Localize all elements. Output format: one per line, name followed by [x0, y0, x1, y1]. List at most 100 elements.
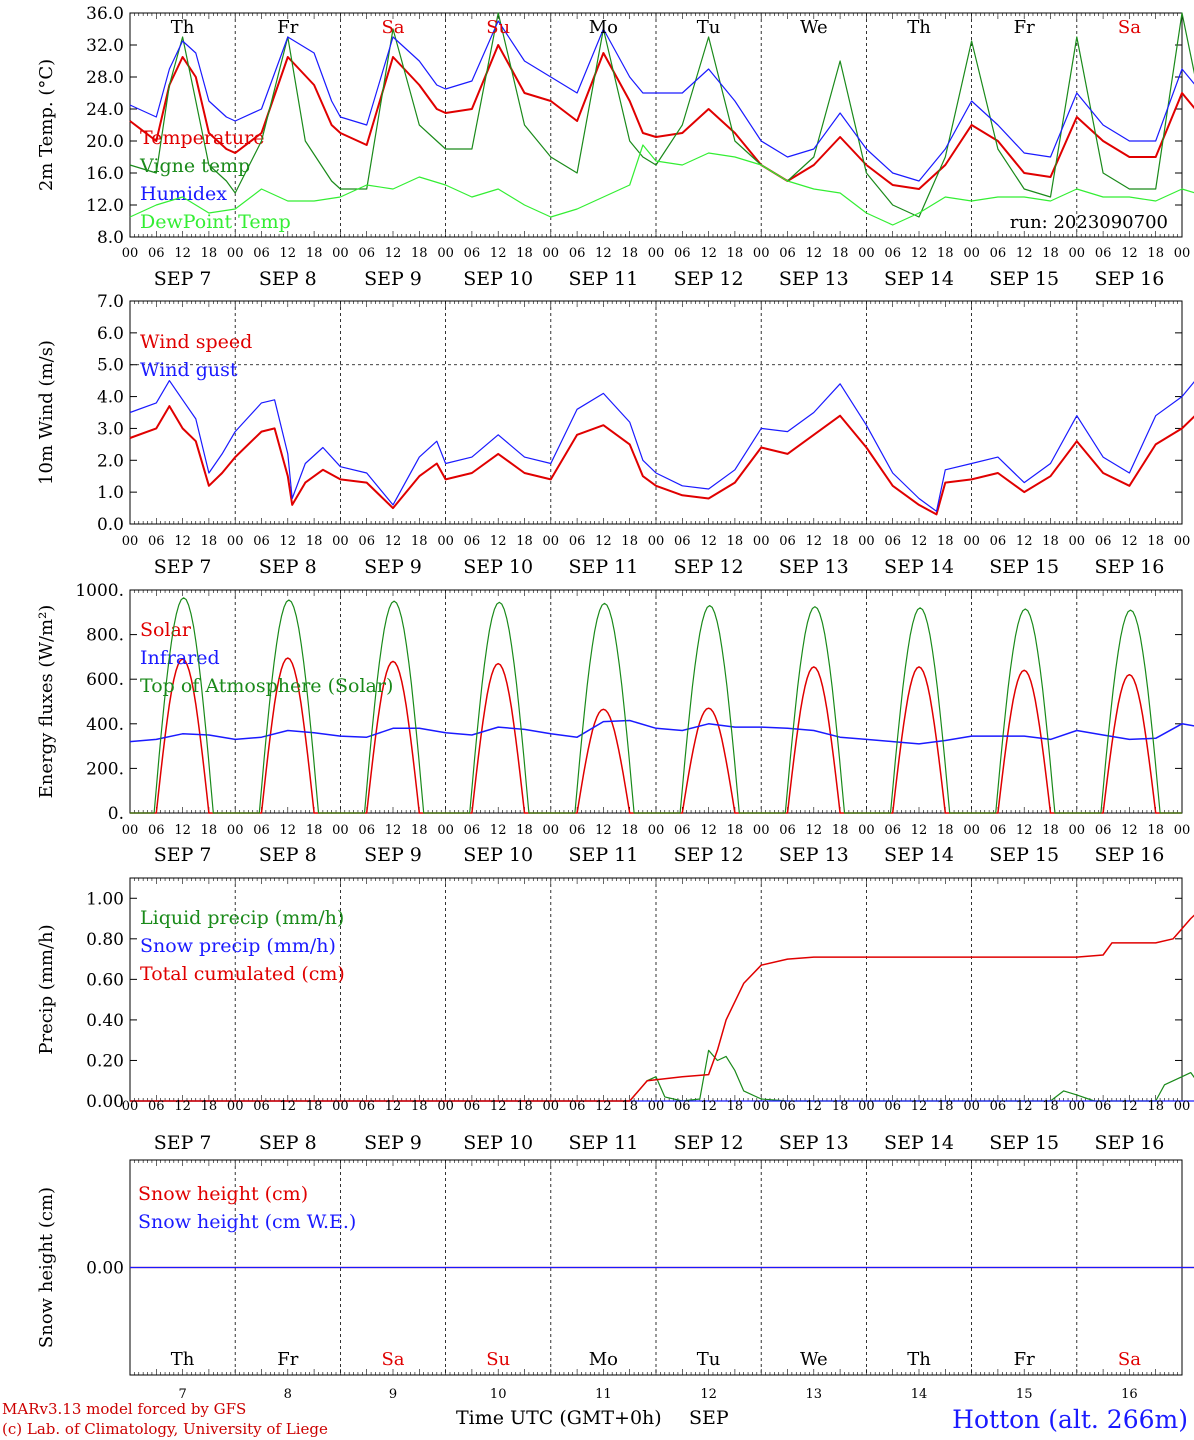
hour-tick-label: 00 — [122, 823, 139, 838]
y-tick-label: 7.0 — [97, 292, 124, 312]
legend-entry: Top of Atmosphere (Solar) — [140, 675, 393, 697]
hour-tick-label: 00 — [122, 246, 139, 261]
hour-tick-label: 06 — [569, 1099, 586, 1114]
hour-tick-label: 00 — [648, 246, 665, 261]
hour-tick-label: 12 — [595, 534, 612, 549]
hour-tick-label: 18 — [411, 1099, 428, 1114]
hour-tick-label: 18 — [201, 246, 218, 261]
hour-tick-label: 18 — [411, 534, 428, 549]
hour-tick-label: 06 — [253, 534, 270, 549]
hour-tick-label: 18 — [411, 246, 428, 261]
date-label: SEP 14 — [884, 268, 954, 290]
hour-tick-label: 06 — [358, 246, 375, 261]
hour-tick-label: 18 — [516, 1099, 533, 1114]
date-label: SEP 14 — [884, 556, 954, 578]
series-line-dewpoint-temp — [129, 144, 1194, 226]
hour-tick-label: 06 — [990, 823, 1007, 838]
y-tick-label: 0.80 — [86, 930, 124, 950]
hour-tick-label: 06 — [253, 823, 270, 838]
hour-tick-label: 18 — [937, 534, 954, 549]
hour-tick-label: 00 — [543, 534, 560, 549]
hour-tick-label: 00 — [648, 1099, 665, 1114]
date-label: SEP 16 — [1094, 268, 1164, 290]
date-label: SEP 12 — [674, 844, 744, 866]
y-tick-label: 600. — [86, 670, 124, 690]
weekday-label-bottom: Th — [171, 1349, 195, 1370]
hour-tick-label: 18 — [832, 1099, 849, 1114]
day-number-label: 13 — [806, 1387, 823, 1402]
plot-frame — [129, 589, 1183, 814]
y-axis-label: Snow height (cm) — [36, 1187, 57, 1348]
date-label: SEP 11 — [568, 1132, 638, 1154]
hour-tick-label: 00 — [437, 823, 454, 838]
legend-entry: Temperature — [140, 127, 264, 149]
hour-tick-label: 18 — [621, 246, 638, 261]
hour-tick-label: 00 — [227, 823, 244, 838]
y-axis-label: Precip (mm/h) — [36, 924, 57, 1054]
x-axis-title: Time UTC (GMT+0h) — [456, 1407, 662, 1429]
hour-tick-label: 00 — [122, 534, 139, 549]
date-label: SEP 8 — [259, 556, 317, 578]
hour-tick-label: 12 — [280, 534, 297, 549]
hour-tick-label: 06 — [779, 823, 796, 838]
hour-tick-label: 12 — [911, 534, 928, 549]
day-number-label: 16 — [1121, 1387, 1138, 1402]
plot-frame — [129, 12, 1183, 238]
weekday-label-top: Su — [486, 17, 510, 38]
hour-tick-label: 00 — [543, 1099, 560, 1114]
weekday-label-bottom: Sa — [1118, 1349, 1141, 1370]
hour-tick-label: 06 — [358, 823, 375, 838]
hour-tick-label: 06 — [990, 246, 1007, 261]
day-number-label: 15 — [1016, 1387, 1033, 1402]
y-tick-label: 400. — [86, 715, 124, 735]
weekday-label-top: Th — [907, 17, 931, 38]
date-label: SEP 10 — [463, 268, 533, 290]
date-label: SEP 7 — [154, 844, 212, 866]
hour-tick-label: 00 — [648, 534, 665, 549]
hour-tick-label: 06 — [148, 246, 165, 261]
y-axis-label: 2m Temp. (°C) — [36, 59, 57, 191]
hour-tick-label: 18 — [1042, 534, 1059, 549]
date-label: SEP 15 — [989, 556, 1059, 578]
date-label: SEP 9 — [364, 1132, 422, 1154]
hour-tick-label: 12 — [595, 1099, 612, 1114]
hour-tick-label: 12 — [280, 1099, 297, 1114]
hour-tick-label: 18 — [306, 246, 323, 261]
weekday-label-bottom: Su — [486, 1349, 510, 1370]
y-tick-label: 8.0 — [97, 228, 124, 248]
hour-tick-label: 12 — [806, 823, 823, 838]
hour-tick-label: 06 — [884, 246, 901, 261]
day-number-label: 11 — [595, 1387, 612, 1402]
hour-tick-label: 00 — [1069, 1099, 1086, 1114]
hour-tick-label: 00 — [963, 1099, 980, 1114]
hour-tick-label: 12 — [385, 1099, 402, 1114]
hour-tick-label: 18 — [306, 1099, 323, 1114]
hour-tick-label: 18 — [727, 534, 744, 549]
date-label: SEP 9 — [364, 844, 422, 866]
date-label: SEP 10 — [463, 556, 533, 578]
hour-tick-label: 06 — [569, 534, 586, 549]
hour-tick-label: 06 — [884, 823, 901, 838]
hour-tick-label: 00 — [122, 1099, 139, 1114]
hour-tick-label: 18 — [1042, 246, 1059, 261]
hour-tick-label: 18 — [1147, 534, 1164, 549]
hour-tick-label: 18 — [832, 534, 849, 549]
footer-credit: (c) Lab. of Climatology, University of L… — [2, 1420, 328, 1438]
hour-tick-label: 00 — [437, 1099, 454, 1114]
hour-tick-label: 18 — [727, 246, 744, 261]
weekday-label-bottom: Mo — [589, 1349, 618, 1370]
hour-tick-label: 00 — [332, 1099, 349, 1114]
date-label: SEP 13 — [779, 844, 849, 866]
weekday-label-top: Th — [171, 17, 195, 38]
date-label: SEP 15 — [989, 844, 1059, 866]
weekday-label-top: Sa — [381, 17, 404, 38]
date-label: SEP 14 — [884, 1132, 954, 1154]
legend-entry: Wind speed — [140, 331, 252, 353]
hour-tick-label: 00 — [1174, 246, 1191, 261]
weekday-label-top: Mo — [589, 17, 618, 38]
hour-tick-label: 18 — [201, 534, 218, 549]
weekday-label-top: Fr — [277, 17, 298, 38]
hour-tick-label: 06 — [1095, 823, 1112, 838]
y-tick-label: 2.0 — [97, 451, 124, 471]
hour-tick-label: 06 — [148, 823, 165, 838]
